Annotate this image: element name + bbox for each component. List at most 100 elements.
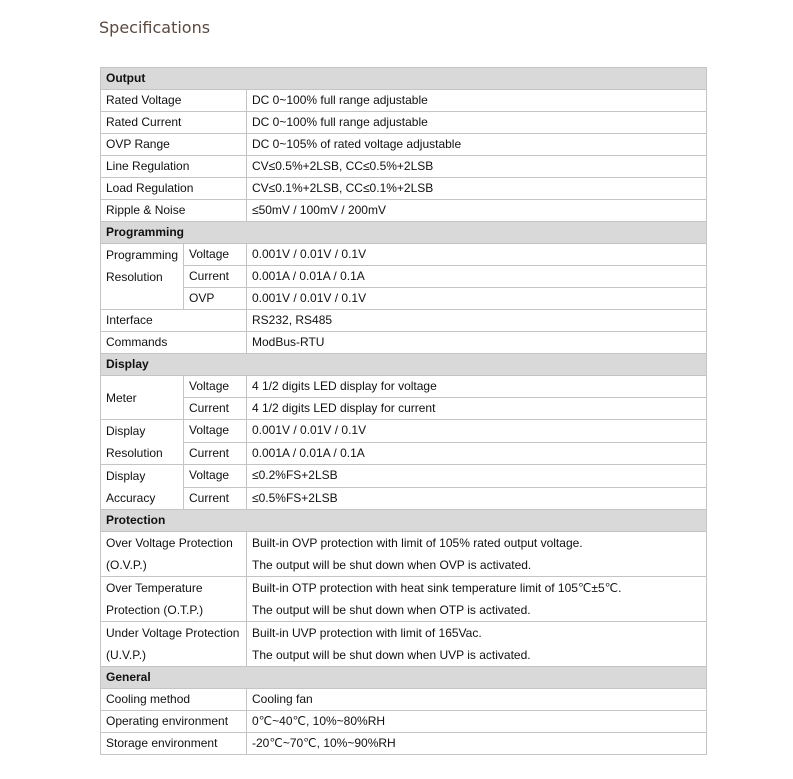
section-title: Output <box>99 67 708 90</box>
spec-value: Built-in UVP protection with limit of 16… <box>245 621 708 667</box>
spec-sublabel: Voltage <box>183 419 247 443</box>
spec-label-line: Over Temperature <box>106 581 203 595</box>
table-row: OVP 0.001V / 0.01V / 0.1V <box>101 287 708 310</box>
spec-value: CV≤0.1%+2LSB, CC≤0.1%+2LSB <box>245 177 708 200</box>
spec-sublabel: Voltage <box>183 243 247 266</box>
table-row: Interface RS232, RS485 <box>100 309 708 332</box>
table-row: Current 4 1/2 digits LED display for curr… <box>101 397 708 420</box>
spec-value: -20℃~70℃, 10%~90%RH <box>245 732 708 755</box>
spec-value: 0.001A / 0.01A / 0.1A <box>245 441 708 465</box>
spec-label-line: Resolution <box>106 446 163 460</box>
section-title: Programming <box>99 221 708 244</box>
spec-value: ModBus-RTU <box>245 331 708 354</box>
section-header: Protection <box>99 509 708 532</box>
spec-label-line: Protection (O.T.P.) <box>106 603 204 617</box>
table-row: Storage environment -20℃~70℃, 10%~90%RH <box>100 732 708 755</box>
spec-label-line: Accuracy <box>106 491 156 505</box>
spec-label-line: Display <box>106 424 146 438</box>
spec-label: Commands <box>100 331 247 354</box>
spec-label-line: (U.V.P.) <box>106 648 147 662</box>
spec-label-line: Over Voltage Protection <box>106 536 233 550</box>
spec-label-line: Programming <box>106 248 179 262</box>
spec-label: Meter <box>100 375 184 420</box>
spec-value: CV≤0.5%+2LSB, CC≤0.5%+2LSB <box>245 155 708 178</box>
spec-label: Rated Current <box>100 111 247 134</box>
section-title: General <box>99 666 708 689</box>
spec-label: Over Voltage Protection (O.V.P.) <box>100 531 247 577</box>
section-header: Output <box>99 67 708 90</box>
spec-sublabel: Current <box>183 265 247 288</box>
table-row: Display Resolution Voltage 0.001V / 0.01V /… <box>100 419 708 465</box>
spec-value: 0.001V / 0.01V / 0.1V <box>245 419 708 443</box>
spec-label: Display Resolution <box>100 419 184 465</box>
spec-label: Under Voltage Protection (U.V.P.) <box>100 621 247 667</box>
spec-label: Line Regulation <box>100 155 247 178</box>
spec-value-line: Built-in OTP protection with heat sink t… <box>252 581 622 595</box>
spec-value-line: The output will be shut down when UVP is… <box>252 648 531 662</box>
section-title: Protection <box>99 509 708 532</box>
section-title: Display <box>99 353 708 376</box>
spec-label: Programming Resolution <box>100 243 184 310</box>
spec-value: 0.001V / 0.01V / 0.1V <box>245 287 708 310</box>
table-row: Ripple & Noise ≤50mV / 100mV / 200mV <box>100 199 708 222</box>
spec-value: DC 0~100% full range adjustable <box>245 89 708 112</box>
spec-value-line: Built-in UVP protection with limit of 16… <box>252 626 482 640</box>
spec-value: 0.001V / 0.01V / 0.1V <box>245 243 708 266</box>
spec-sublabel: OVP <box>183 287 247 310</box>
spec-value: Cooling fan <box>245 688 708 711</box>
spec-value: RS232, RS485 <box>245 309 708 332</box>
spec-sublabel: Current <box>183 441 247 465</box>
spec-label-line: Resolution <box>106 270 163 284</box>
table-row: Under Voltage Protection (U.V.P.) Built-in… <box>100 621 708 667</box>
spec-value-line: The output will be shut down when OVP is… <box>252 558 532 572</box>
spec-value: DC 0~105% of rated voltage adjustable <box>245 133 708 156</box>
spec-label: Rated Voltage <box>100 89 247 112</box>
spec-label-line: Under Voltage Protection <box>106 626 240 640</box>
table-row: Meter Voltage 4 1/2 digits LED display for… <box>100 375 708 420</box>
spec-value: 0.001A / 0.01A / 0.1A <box>245 265 708 288</box>
spec-label-line: Display <box>106 469 146 483</box>
spec-value: DC 0~100% full range adjustable <box>245 111 708 134</box>
spec-value-line: Built-in OVP protection with limit of 10… <box>252 536 583 550</box>
table-row: Programming Resolution Voltage 0.001V / 0.0… <box>100 243 708 310</box>
table-row: Display Accuracy Voltage ≤0.2%FS+2LSB <box>100 464 708 510</box>
spec-value: ≤0.2%FS+2LSB <box>245 464 708 488</box>
page-title: Specifications <box>99 18 211 37</box>
table-row: Current ≤0.5%FS+2LSB <box>101 486 708 510</box>
table-row: Over Voltage Protection (O.V.P.) Built-in … <box>100 531 708 577</box>
spec-value: Built-in OVP protection with limit of 10… <box>245 531 708 577</box>
spec-label: Storage environment <box>100 732 247 755</box>
spec-sublabel: Voltage <box>183 464 247 488</box>
spec-label: Interface <box>100 309 247 332</box>
table-row: Current 0.001A / 0.01A / 0.1A <box>101 265 708 288</box>
table-row: Current 0.001A / 0.01A / 0.1A <box>101 441 708 465</box>
table-row: Rated Current DC 0~100% full range adjust… <box>100 111 708 134</box>
spec-label: Display Accuracy <box>100 464 184 510</box>
spec-label: Ripple & Noise <box>100 199 247 222</box>
table-row: Operating environment 0℃~40℃, 10%~80%RH <box>100 710 708 733</box>
table-row: Over Temperature Protection (O.T.P.) Built… <box>100 576 708 622</box>
spec-sublabel: Voltage <box>183 375 247 398</box>
spec-value: ≤50mV / 100mV / 200mV <box>245 199 708 222</box>
section-header: General <box>99 666 708 689</box>
section-header: Programming <box>99 221 708 244</box>
table-row: Cooling method Cooling fan <box>100 688 708 711</box>
spec-value: 0℃~40℃, 10%~80%RH <box>245 710 708 733</box>
section-header: Display <box>99 353 708 376</box>
table-row: OVP Range DC 0~105% of rated voltage adju… <box>100 133 708 156</box>
spec-value: 4 1/2 digits LED display for current <box>245 397 708 420</box>
table-row: Line Regulation CV≤0.5%+2LSB, CC≤0.5%+2LS… <box>100 155 708 178</box>
spec-label: Load Regulation <box>100 177 247 200</box>
table-row: Rated Voltage DC 0~100% full range adjust… <box>100 89 708 112</box>
spec-value: ≤0.5%FS+2LSB <box>245 486 708 510</box>
spec-label-line: (O.V.P.) <box>106 558 147 572</box>
table-row: Commands ModBus-RTU <box>100 331 708 354</box>
spec-label: Cooling method <box>100 688 247 711</box>
spec-sublabel: Current <box>183 397 247 420</box>
spec-label: OVP Range <box>100 133 247 156</box>
spec-label-line: Meter <box>106 390 137 405</box>
spec-sublabel: Current <box>183 486 247 510</box>
spec-value-line: The output will be shut down when OTP is… <box>252 603 531 617</box>
specifications-table: Output Rated Voltage DC 0~100% full range … <box>99 67 708 755</box>
spec-value: Built-in OTP protection with heat sink t… <box>245 576 708 622</box>
